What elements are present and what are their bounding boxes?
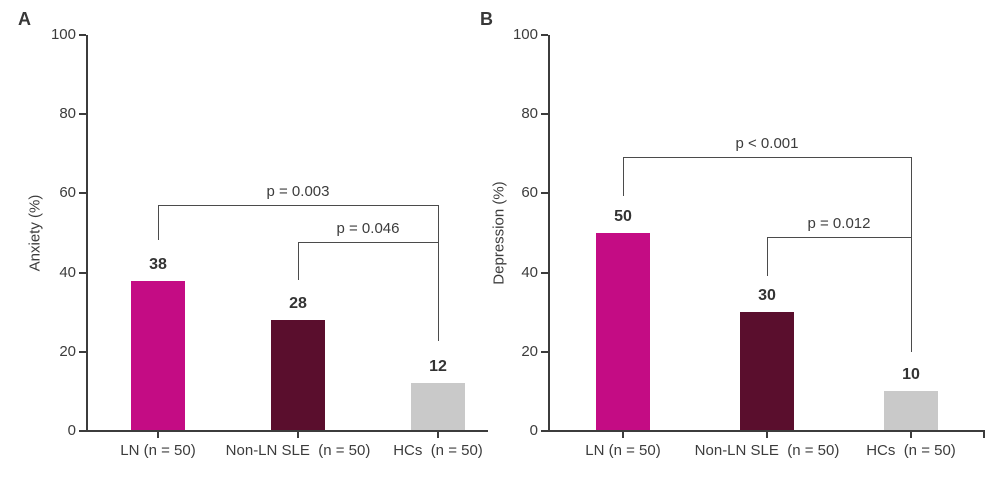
panel-letter-a: A (18, 9, 31, 29)
y-tick-label: 20 (59, 343, 76, 360)
x-tick-label: LN (n = 50) (585, 442, 661, 459)
y-tick-label: 20 (521, 343, 538, 360)
significance-bracket-top (623, 157, 912, 158)
significance-bracket-top (158, 205, 439, 206)
bar-value-label: 12 (429, 358, 447, 375)
x-tick-label: Non-LN SLE (n = 50) (694, 442, 840, 459)
y-tick (79, 351, 86, 353)
significance-bracket-top (767, 237, 912, 238)
bar-hcs (411, 383, 465, 430)
y-tick (541, 113, 548, 115)
bar-value-label: 50 (614, 208, 632, 225)
significance-bracket-left-drop (158, 205, 159, 240)
y-axis-line (86, 35, 88, 432)
x-tick (157, 432, 159, 438)
x-axis-line (548, 430, 985, 432)
y-tick-label: 100 (50, 26, 76, 43)
y-tick-label: 40 (59, 264, 76, 281)
x-tick-label: LN (n = 50) (120, 442, 196, 459)
significance-label: p = 0.012 (807, 215, 871, 232)
y-tick (79, 113, 86, 115)
y-tick-label: 60 (59, 184, 76, 201)
significance-label: p = 0.046 (336, 220, 400, 237)
y-tick-label: 80 (59, 105, 76, 122)
y-tick (541, 272, 548, 274)
y-tick (541, 34, 548, 36)
x-tick (437, 432, 439, 438)
x-tick-label: HCs (n = 50) (393, 442, 483, 459)
x-tick (910, 432, 912, 438)
significance-bracket-right-drop (911, 157, 912, 352)
bar-hcs (884, 391, 938, 430)
y-tick-label: 0 (67, 422, 76, 439)
y-tick (79, 192, 86, 194)
bar-value-label: 38 (149, 256, 167, 273)
significance-bracket-right-drop (438, 205, 439, 341)
x-tick (766, 432, 768, 438)
bar-non-ln-sle (740, 312, 794, 430)
bar-ln (131, 281, 185, 430)
x-axis-end-tick (983, 432, 985, 438)
y-tick (541, 351, 548, 353)
y-tick (79, 34, 86, 36)
y-tick-label: 60 (521, 184, 538, 201)
x-axis-line (86, 430, 488, 432)
bar-ln (596, 233, 650, 430)
bar-value-label: 30 (758, 287, 776, 304)
x-tick-label: Non-LN SLE (n = 50) (225, 442, 371, 459)
significance-label: p < 0.001 (735, 135, 799, 152)
significance-bracket-left-drop (298, 242, 299, 280)
x-tick-label: HCs (n = 50) (866, 442, 956, 459)
significance-bracket-left-drop (623, 157, 624, 196)
y-tick (541, 430, 548, 432)
y-tick (541, 192, 548, 194)
bar-value-label: 10 (902, 366, 920, 383)
y-tick (79, 430, 86, 432)
y-tick (79, 272, 86, 274)
significance-bracket-top (298, 242, 439, 243)
significance-label: p = 0.003 (266, 183, 330, 200)
bar-non-ln-sle (271, 320, 325, 430)
panel-letter-b: B (480, 9, 493, 29)
x-tick (297, 432, 299, 438)
y-tick-label: 40 (521, 264, 538, 281)
y-tick-label: 100 (512, 26, 538, 43)
y-tick-label: 0 (529, 422, 538, 439)
bar-value-label: 28 (289, 295, 307, 312)
x-tick (622, 432, 624, 438)
y-axis-line (548, 35, 550, 432)
significance-bracket-left-drop (767, 237, 768, 276)
y-tick-label: 80 (521, 105, 538, 122)
